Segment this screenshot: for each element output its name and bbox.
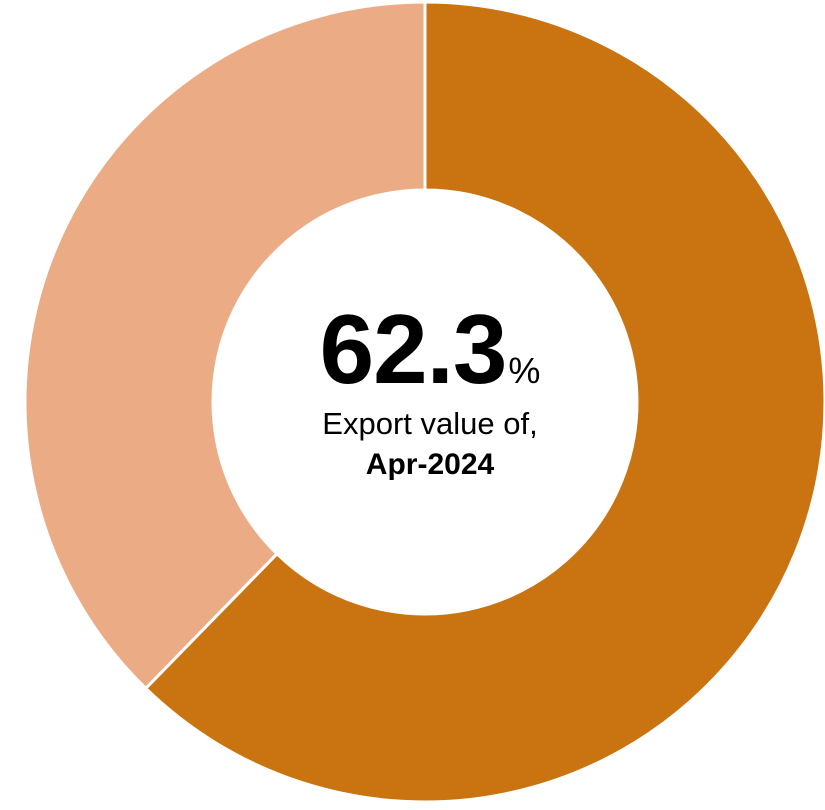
center-unit: % (508, 350, 541, 391)
center-period: Apr-2024 (365, 447, 495, 481)
center-value: 62.3 (319, 294, 508, 404)
donut-slice-1 (143, 0, 825, 804)
center-subtitle: Export value of, (322, 406, 538, 441)
donut-slice-2 (23, 0, 427, 691)
center-value-line: 62.3% (220, 300, 640, 398)
center-label: 62.3% Export value of, Apr-2024 (220, 300, 640, 482)
donut-slices (23, 0, 825, 804)
